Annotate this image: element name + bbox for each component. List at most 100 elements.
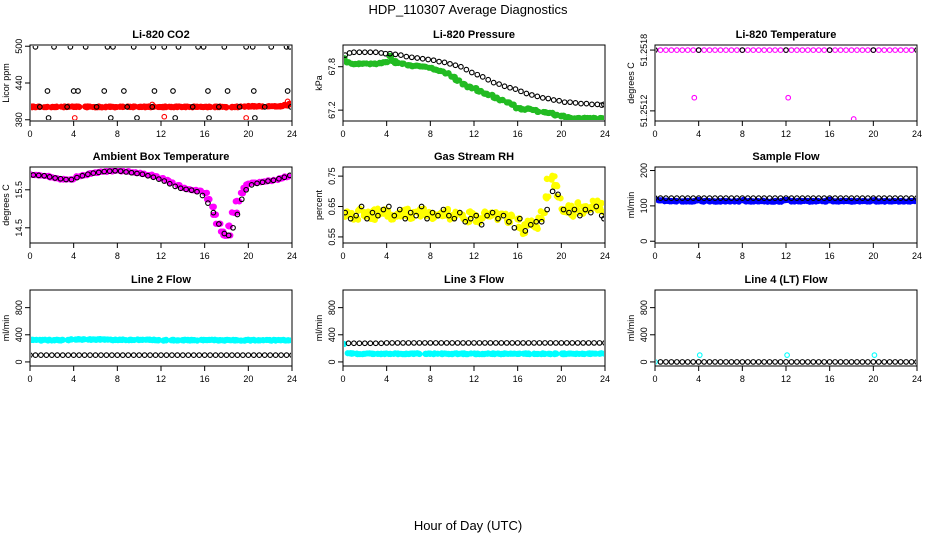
panel-title: Sample Flow (752, 151, 820, 163)
temp-outliers-point (850, 116, 857, 120)
series-group (31, 168, 291, 239)
temp-dense-point (701, 47, 707, 53)
x-tick-label: 16 (825, 129, 835, 139)
x-tick-label: 8 (740, 251, 745, 261)
sample-means-point (804, 195, 811, 201)
ambient-means-point (31, 172, 37, 178)
temp-dense-point (903, 47, 909, 53)
y-axis-label: kPa (314, 75, 324, 91)
x-tick-label: 8 (740, 129, 745, 139)
rh-dense-point (597, 200, 604, 208)
sample-means-point (690, 195, 697, 201)
line4-means-point (815, 359, 822, 365)
ambient-means-point (172, 183, 179, 190)
temp-dense-point (750, 47, 757, 53)
x-tick-label: 20 (556, 251, 566, 261)
ambient-means-point (106, 168, 113, 175)
pressure-means-point (346, 50, 353, 56)
rh-means-point (386, 203, 392, 210)
series-group (656, 352, 916, 365)
pressure-means-point (430, 57, 437, 64)
pressure-means-point (474, 71, 481, 78)
x-tick-label: 16 (825, 374, 835, 384)
y-tick-label: 400 (639, 327, 649, 342)
line2-means-point (163, 352, 170, 358)
line4-means-point (799, 359, 806, 365)
rh-means-point (544, 206, 550, 213)
temp-dense-point (908, 47, 915, 53)
sample-dense-point (917, 199, 922, 204)
temp-dense-point (821, 47, 828, 53)
y-tick-label: 400 (14, 327, 24, 342)
sample-means-point (657, 195, 664, 201)
line3-means-point (503, 340, 510, 346)
temp-means-point (826, 47, 833, 53)
sample-means-point (772, 195, 778, 201)
x-tick-label: 24 (912, 251, 922, 261)
line2-means-point (229, 352, 235, 358)
co2-means-point (104, 46, 111, 50)
temp-dense-point (684, 47, 691, 53)
x-tick-label: 0 (27, 251, 32, 261)
x-tick-label: 12 (156, 374, 166, 384)
pressure-means-point (398, 52, 404, 58)
line2-means-point (234, 352, 241, 358)
line3-means-point (569, 340, 576, 346)
x-tick-label: 12 (781, 129, 791, 139)
sample-means-point (701, 195, 707, 201)
rh-means-point (555, 191, 561, 198)
y-tick-label: 800 (327, 300, 337, 315)
line3-dense-point (525, 350, 532, 357)
sample-means-point (695, 195, 702, 201)
x-tick-label: 12 (781, 374, 791, 384)
sample-means-point (706, 195, 713, 201)
line2-means-point (261, 352, 268, 358)
line2-means-point (179, 352, 186, 358)
line2-means-point (212, 352, 219, 358)
ambient-means-point (225, 232, 232, 239)
temp-dense-point (723, 47, 729, 53)
plot-frame (342, 44, 606, 122)
y-tick-label: 14.5 (14, 219, 24, 237)
pressure-dense-point (474, 87, 481, 95)
line2-dense-point (260, 337, 267, 344)
series-group (25, 336, 291, 358)
temp-dense-point (837, 47, 844, 53)
x-tick-label: 24 (912, 129, 922, 139)
rh-means-point (456, 209, 463, 216)
line2-means-point (48, 352, 55, 358)
panel-4: Ambient Box Temperature 0 4 8 12 16 20 24 14.5 15… (1, 151, 297, 261)
x-tick-label: 24 (287, 251, 297, 261)
line2-means-point (65, 352, 72, 358)
x-tick-label: 24 (287, 129, 297, 139)
sample-means-point (837, 195, 844, 201)
rh-dense-point (534, 225, 541, 233)
rh-means-point (577, 212, 583, 219)
rh-means-point (413, 212, 419, 219)
co2-means-point (44, 88, 51, 94)
line3-means-point (542, 340, 548, 346)
ambient-means-point (205, 200, 211, 206)
pressure-means-point (356, 49, 363, 56)
line2-dense-point (51, 336, 58, 344)
line3-dense-point (551, 351, 558, 358)
sample-means-point (799, 195, 806, 201)
line3-dense-point (540, 350, 547, 358)
x-tick-label: 24 (600, 251, 610, 261)
line2-means-point (43, 352, 50, 358)
x-tick-label: 0 (652, 251, 657, 261)
sample-means-point (865, 195, 871, 201)
line3-means-point (394, 340, 401, 346)
x-tick-label: 4 (696, 129, 701, 139)
line2-dense-point (25, 338, 30, 343)
pressure-means-point (378, 50, 385, 56)
pressure-means-point (387, 50, 393, 57)
line3-dense-point (430, 350, 438, 358)
ambient-means-point (230, 224, 236, 231)
line3-dense-point (416, 350, 423, 358)
ambient-dense-point (238, 189, 245, 197)
line4-means-point (832, 359, 838, 365)
co2-dense-point (206, 103, 213, 110)
line2-means-point (141, 352, 148, 358)
